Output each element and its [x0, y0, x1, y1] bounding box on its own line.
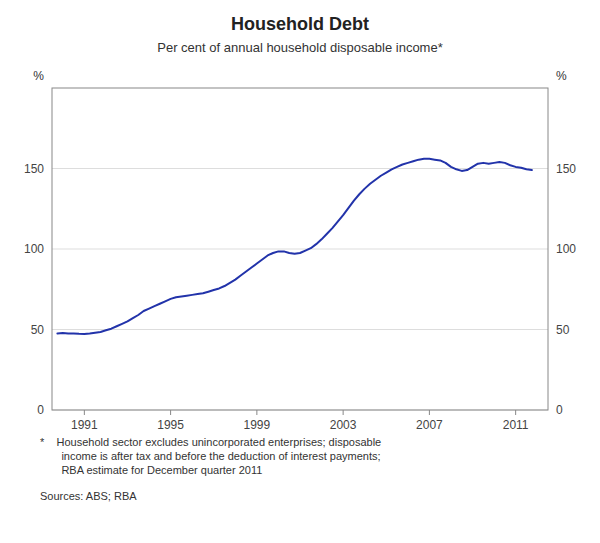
footnote: * Household sector excludes unincorporat… — [40, 436, 381, 476]
x-tick-label: 1999 — [244, 418, 271, 432]
plot-area — [57, 159, 531, 334]
y-tick-label: 50 — [31, 323, 45, 337]
y-tick-label: 100 — [24, 242, 44, 256]
x-tick — [256, 410, 257, 415]
x-tick-label: 1991 — [71, 418, 98, 432]
subtitle: Per cent of annual household disposable … — [157, 40, 442, 55]
y2-tick-label: 0 — [556, 403, 563, 417]
x-tick — [429, 410, 430, 415]
chart: Household Debt Per cent of annual househo… — [0, 0, 600, 543]
x-tick — [170, 410, 171, 415]
x-tick-label: 1995 — [157, 418, 184, 432]
grid-line — [52, 329, 548, 330]
y-tick-label: 150 — [24, 162, 44, 176]
y-tick-label: 0 — [37, 403, 44, 417]
y-axis-label: % — [33, 69, 44, 83]
grid — [52, 169, 548, 411]
x-tick-label: 2007 — [416, 418, 443, 432]
plot-frame — [52, 88, 548, 410]
grid-line — [52, 249, 548, 250]
x-tick — [343, 410, 344, 415]
y2-axis-label: % — [556, 69, 567, 83]
grid-line — [52, 168, 548, 169]
x-tick-label: 2011 — [503, 418, 529, 432]
y2-tick-label: 100 — [556, 242, 576, 256]
x-tick — [515, 410, 516, 415]
footnote: Sources: ABS; RBA — [40, 490, 137, 502]
x-tick-label: 2003 — [330, 418, 357, 432]
x-tick — [84, 410, 85, 415]
y2-tick-label: 150 — [556, 162, 576, 176]
y2-tick-label: 50 — [556, 323, 570, 337]
title: Household Debt — [231, 14, 369, 34]
line — [57, 159, 531, 334]
